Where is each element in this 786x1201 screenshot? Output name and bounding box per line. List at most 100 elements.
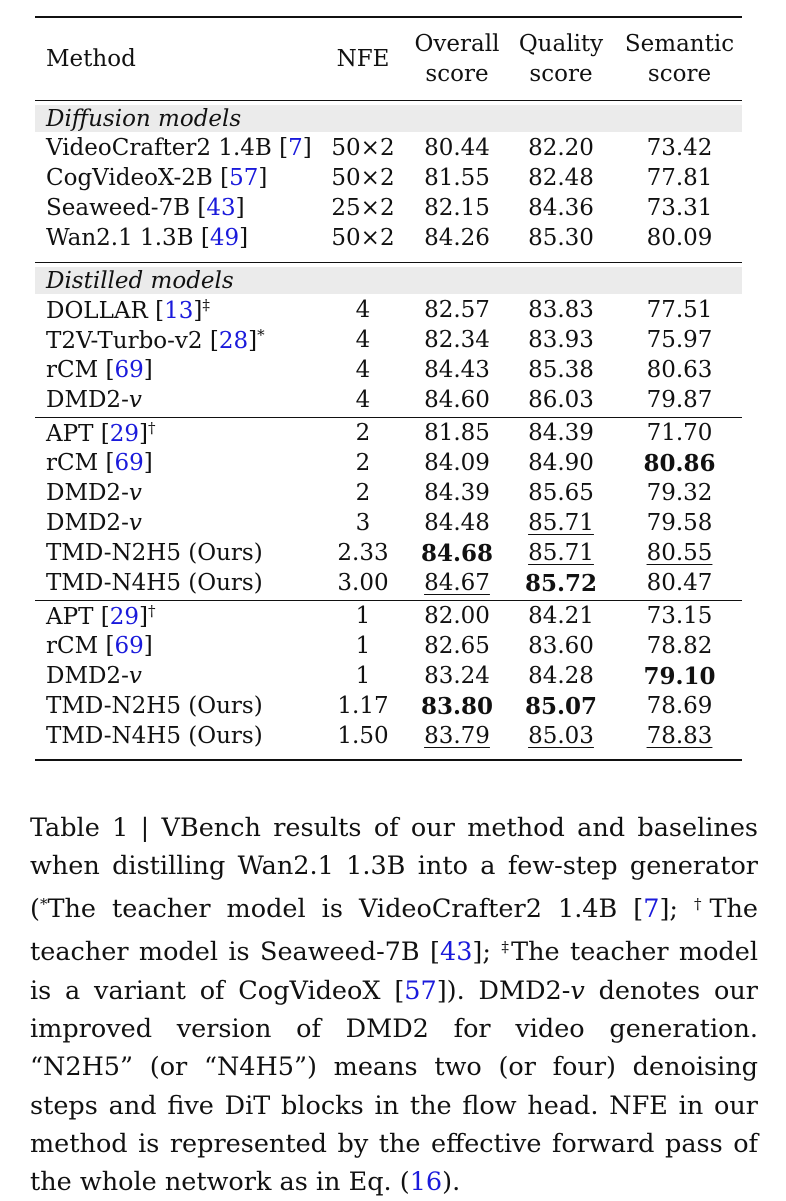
method-cell: DMD2-v — [35, 480, 317, 506]
cell-text: 50×2 — [331, 135, 394, 161]
cell-text: 2 — [356, 450, 371, 476]
text-segment: ] — [139, 604, 148, 630]
header-line: Overall — [409, 29, 505, 59]
cell-text: 84.21 — [528, 603, 594, 629]
text-segment: TMD-N2H5 (Ours) — [46, 540, 263, 566]
value-cell: 79.87 — [617, 387, 742, 413]
cell-text: 3.00 — [337, 570, 388, 596]
text-segment: ] — [144, 450, 153, 476]
text-segment: APT [ — [46, 421, 110, 447]
text-segment: T2V-Turbo-v2 [ — [46, 328, 219, 354]
value-cell: 85.30 — [505, 225, 617, 251]
value-cell: 1.50 — [317, 723, 409, 749]
value-cell: 3.00 — [317, 570, 409, 596]
cell-text: 25×2 — [331, 195, 394, 221]
cell-text: 84.90 — [528, 450, 594, 476]
value-cell: 84.26 — [409, 225, 505, 251]
text-segment: † — [694, 895, 709, 913]
value-cell: 50×2 — [317, 135, 409, 161]
text-segment: v — [129, 480, 142, 506]
cell-text: 79.58 — [647, 510, 713, 536]
value-cell: 86.03 — [505, 387, 617, 413]
header-line: score — [505, 59, 617, 89]
method-cell: rCM [69] — [35, 633, 317, 659]
text-segment: † — [148, 602, 156, 620]
cell-text: 73.42 — [647, 135, 713, 161]
reference-link: 29 — [110, 604, 139, 630]
value-cell: 1 — [317, 633, 409, 659]
value-cell: 75.97 — [617, 327, 742, 353]
cell-text: 73.31 — [647, 195, 713, 221]
text-segment: † — [148, 419, 156, 437]
text-segment: APT [ — [46, 604, 110, 630]
text-segment: ] — [144, 633, 153, 659]
text-segment: denotes our improved version of DMD2 for… — [30, 976, 758, 1197]
value-cell: 81.85 — [409, 420, 505, 446]
cell-text: 84.26 — [424, 225, 490, 251]
text-segment: rCM [ — [46, 357, 114, 383]
cell-text: 1.17 — [337, 693, 388, 719]
value-cell: 78.82 — [617, 633, 742, 659]
value-cell: 78.83 — [617, 723, 742, 749]
cell-text: 75.97 — [647, 327, 713, 353]
cell-text: 1 — [356, 633, 371, 659]
header-line: Semantic — [617, 29, 742, 59]
section-title: Diffusion models — [35, 105, 742, 132]
cell-text: 78.82 — [647, 633, 713, 659]
cell-text: 83.60 — [528, 633, 594, 659]
cell-text: 85.72 — [525, 570, 597, 597]
cell-text: 82.57 — [424, 297, 490, 323]
section-rule — [35, 262, 742, 263]
value-cell: 83.80 — [409, 693, 505, 720]
cell-text: 50×2 — [331, 225, 394, 251]
value-cell: 85.71 — [505, 510, 617, 536]
cell-text: 85.07 — [525, 693, 597, 720]
cell-text: 3 — [356, 510, 371, 536]
value-cell: 25×2 — [317, 195, 409, 221]
cell-text: 82.48 — [528, 165, 594, 191]
value-cell: 84.67 — [409, 570, 505, 596]
cell-text: 80.63 — [647, 357, 713, 383]
cell-text: 83.24 — [424, 663, 490, 689]
method-cell: CogVideoX-2B [57] — [35, 165, 317, 191]
method-cell: rCM [69] — [35, 450, 317, 476]
cell-text: 84.39 — [424, 480, 490, 506]
cell-text: 4 — [356, 297, 371, 323]
cell-text: 78.83 — [647, 723, 713, 749]
cell-text: 79.32 — [647, 480, 713, 506]
cell-text: 86.03 — [528, 387, 594, 413]
value-cell: 84.39 — [409, 480, 505, 506]
text-segment: Seaweed-7B [ — [46, 195, 206, 221]
value-cell: 80.55 — [617, 540, 742, 566]
value-cell: 84.68 — [409, 540, 505, 567]
cell-text: 82.00 — [424, 603, 490, 629]
text-segment: VideoCrafter2 1.4B [ — [46, 135, 288, 161]
value-cell: 84.43 — [409, 357, 505, 383]
value-cell: 4 — [317, 387, 409, 413]
value-cell: 84.36 — [505, 195, 617, 221]
reference-link: 43 — [206, 195, 235, 221]
reference-link: 43 — [440, 937, 472, 967]
value-cell: 80.44 — [409, 135, 505, 161]
cell-text: 83.83 — [528, 297, 594, 323]
method-cell: DMD2-v — [35, 663, 317, 689]
cell-text: 80.44 — [424, 135, 490, 161]
value-cell: 3 — [317, 510, 409, 536]
value-cell: 78.69 — [617, 693, 742, 719]
reference-link: 16 — [410, 1167, 442, 1197]
value-cell: 84.28 — [505, 663, 617, 689]
value-cell: 73.15 — [617, 603, 742, 629]
text-segment: TMD-N2H5 (Ours) — [46, 693, 263, 719]
value-cell: 83.83 — [505, 297, 617, 323]
method-cell: TMD-N2H5 (Ours) — [35, 693, 317, 719]
